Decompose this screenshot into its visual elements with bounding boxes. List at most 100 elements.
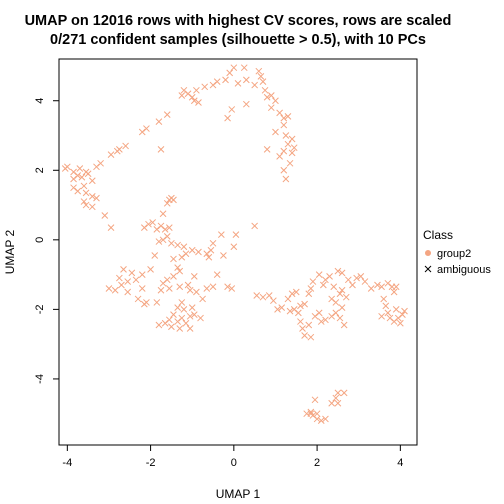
data-point: [384, 309, 392, 317]
data-point: [188, 246, 196, 254]
data-point: [261, 86, 269, 94]
data-point: [288, 149, 296, 157]
data-point-stroke: [234, 79, 242, 87]
data-point: [116, 274, 123, 282]
data-point: [132, 276, 140, 284]
data-point: [263, 93, 271, 101]
data-point-stroke: [122, 142, 129, 150]
data-point: [322, 415, 329, 423]
data-point-stroke: [270, 297, 277, 305]
data-point: [170, 255, 177, 263]
data-point: [180, 243, 188, 251]
data-point-stroke: [263, 146, 271, 153]
data-point-stroke: [138, 271, 146, 278]
data-point: [228, 106, 236, 113]
data-point-stroke: [147, 266, 154, 273]
data-point: [157, 146, 165, 153]
data-point: [165, 285, 173, 292]
data-point-stroke: [134, 295, 142, 303]
data-point-stroke: [297, 318, 304, 325]
data-point: [317, 417, 325, 425]
data-point-stroke: [332, 394, 340, 402]
data-point-stroke: [328, 295, 336, 303]
data-point-stroke: [155, 321, 163, 329]
data-point: [242, 76, 250, 84]
data-point-stroke: [157, 146, 165, 153]
data-point-stroke: [84, 170, 92, 178]
data-point: [340, 389, 348, 397]
data-point-stroke: [307, 285, 315, 292]
data-point-stroke: [190, 311, 198, 318]
data-point-stroke: [178, 92, 186, 99]
data-point-stroke: [228, 285, 236, 292]
data-point-stroke: [338, 304, 346, 311]
data-point-stroke: [319, 281, 327, 289]
data-point-stroke: [392, 283, 400, 291]
data-point: [401, 307, 408, 315]
data-point: [82, 189, 90, 197]
data-point: [228, 285, 236, 292]
data-point-stroke: [292, 288, 300, 296]
data-point-stroke: [170, 311, 177, 318]
data-point: [88, 193, 96, 200]
data-point: [120, 266, 127, 273]
data-point: [195, 99, 202, 106]
data-point-stroke: [255, 67, 263, 75]
data-point: [336, 290, 344, 298]
data-point-stroke: [315, 309, 323, 317]
data-point: [140, 300, 148, 308]
data-point-stroke: [190, 272, 198, 280]
data-point: [159, 236, 167, 244]
data-point-stroke: [174, 304, 181, 311]
data-point-stroke: [190, 97, 198, 105]
data-point-stroke: [188, 93, 196, 101]
data-point: [224, 114, 231, 122]
data-point: [284, 140, 292, 148]
data-point: [209, 81, 217, 89]
data-point: [280, 166, 288, 174]
x-tick-label: 2: [314, 457, 320, 469]
data-point-stroke: [193, 288, 200, 296]
data-point-stroke: [209, 81, 217, 89]
data-point: [176, 283, 184, 291]
data-point-stroke: [280, 147, 288, 155]
data-point: [301, 300, 308, 308]
y-axis-label: UMAP 2: [3, 229, 17, 274]
data-point-stroke: [257, 73, 265, 80]
data-point: [326, 272, 333, 280]
data-point-stroke: [272, 128, 279, 136]
data-point-stroke: [261, 86, 269, 94]
data-point: [178, 92, 186, 99]
data-point: [361, 278, 369, 285]
data-point: [147, 266, 154, 273]
data-point-stroke: [180, 243, 188, 251]
data-point: [188, 304, 196, 311]
data-point-stroke: [330, 283, 338, 291]
data-point-stroke: [326, 272, 333, 280]
data-point: [307, 408, 315, 416]
data-point-stroke: [265, 292, 273, 299]
data-point-stroke: [209, 283, 217, 291]
data-point: [138, 271, 146, 278]
data-point: [251, 81, 259, 89]
data-point: [253, 292, 261, 299]
data-point-stroke: [149, 219, 157, 226]
data-point: [315, 271, 323, 278]
data-point: [378, 283, 385, 291]
data-point: [205, 253, 213, 261]
data-point: [163, 111, 171, 118]
data-point-stroke: [259, 293, 267, 301]
data-point-stroke: [80, 182, 88, 190]
data-point-stroke: [284, 295, 292, 303]
data-point-stroke: [61, 165, 69, 172]
data-point: [305, 321, 313, 329]
data-point: [301, 332, 308, 339]
data-point-stroke: [284, 113, 292, 120]
data-point-stroke: [224, 114, 231, 122]
data-point: [297, 318, 304, 325]
data-point: [230, 243, 238, 251]
data-point: [332, 394, 340, 402]
data-point-stroke: [386, 314, 394, 322]
data-point-stroke: [382, 302, 390, 310]
data-point: [197, 314, 204, 322]
